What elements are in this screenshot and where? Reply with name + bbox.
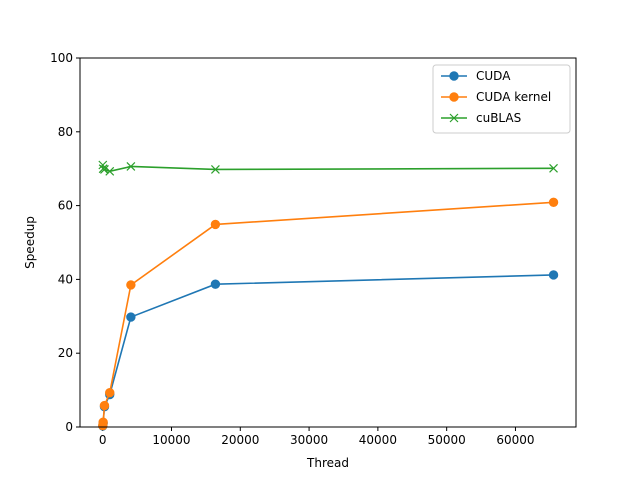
data-point-cuda — [126, 312, 136, 322]
series-cublas — [98, 160, 558, 176]
x-tick-label: 50000 — [428, 433, 466, 447]
y-tick-label: 60 — [58, 199, 73, 213]
data-point-cublas — [126, 162, 136, 171]
legend-marker-cuda-kernel — [449, 92, 459, 102]
axes-frame — [79, 57, 577, 428]
y-tick-label: 100 — [50, 51, 73, 65]
data-point-cuda-kernel — [99, 400, 110, 411]
series-layer — [98, 160, 559, 431]
legend-box — [432, 64, 571, 134]
data-point-cuda-kernel — [98, 417, 108, 427]
legend-marker-cuda — [449, 71, 459, 81]
y-tick-label: 20 — [58, 346, 73, 360]
data-point-cuda — [210, 279, 221, 289]
data-point-cuda-kernel — [126, 280, 136, 290]
x-axis-label: Thread — [306, 456, 349, 470]
legend-marker-cublas — [449, 113, 459, 123]
data-point-cuda — [548, 270, 559, 280]
y-axis-ticks: 0 20 40 60 80 100 — [50, 51, 80, 434]
x-tick-label: 30000 — [290, 433, 328, 447]
x-axis-ticks: 0 10000 20000 30000 40000 50000 60000 — [99, 427, 535, 447]
x-tick-label: 10000 — [152, 433, 190, 447]
x-tick-label: 60000 — [496, 433, 534, 447]
data-point-cuda-kernel — [210, 219, 221, 230]
series-cuda-kernel — [98, 197, 559, 431]
y-tick-label: 80 — [58, 125, 73, 139]
y-tick-label: 0 — [65, 420, 73, 434]
x-tick-label: 20000 — [221, 433, 259, 447]
y-tick-label: 40 — [58, 272, 73, 286]
x-tick-label: 0 — [99, 433, 107, 447]
data-point-cublas — [210, 165, 220, 174]
legend-label-cuda: CUDA — [476, 69, 511, 83]
data-point-cublas — [105, 166, 115, 176]
x-tick-label: 40000 — [359, 433, 397, 447]
data-point-cuda-kernel — [105, 387, 115, 398]
legend-label-cublas: cuBLAS — [476, 111, 521, 125]
data-point-cublas — [100, 165, 109, 174]
data-point-cublas — [549, 163, 558, 173]
legend: CUDA CUDA kernel cuBLAS — [432, 64, 571, 134]
y-axis-label: Speedup — [23, 216, 37, 269]
legend-label-cuda-kernel: CUDA kernel — [476, 90, 551, 104]
data-point-cuda-kernel — [548, 197, 559, 207]
